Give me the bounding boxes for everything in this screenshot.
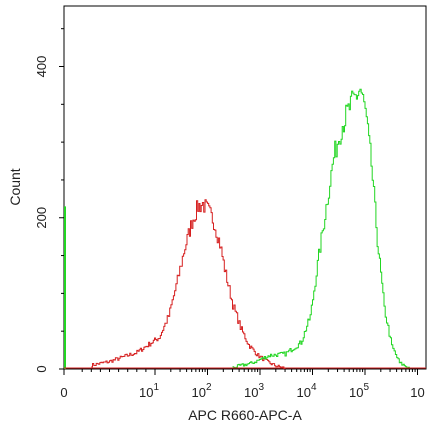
series-group: [64, 88, 426, 369]
y-tick-label: 400: [34, 56, 49, 78]
x-tick-label: 105: [349, 382, 369, 400]
x-tick-label: 10: [410, 385, 424, 400]
x-axis-title: APC R660-APC-A: [188, 407, 302, 423]
series-1-trace: [91, 199, 286, 369]
y-axis: 0 200 400: [34, 28, 64, 373]
x-tick-label: 0: [60, 385, 67, 400]
y-tick-label: 200: [34, 207, 49, 229]
x-tick-label: 103: [244, 382, 264, 400]
y-axis-title: Count: [7, 168, 23, 205]
series-2-trace: [232, 88, 410, 369]
plot-frame: [63, 5, 427, 370]
x-axis: 0 101 102 103 104 105 10: [60, 369, 425, 400]
x-tick-label: 102: [191, 382, 211, 400]
x-tick-label: 104: [296, 382, 316, 400]
x-tick-label: 101: [139, 382, 159, 400]
y-tick-label: 0: [34, 365, 49, 372]
